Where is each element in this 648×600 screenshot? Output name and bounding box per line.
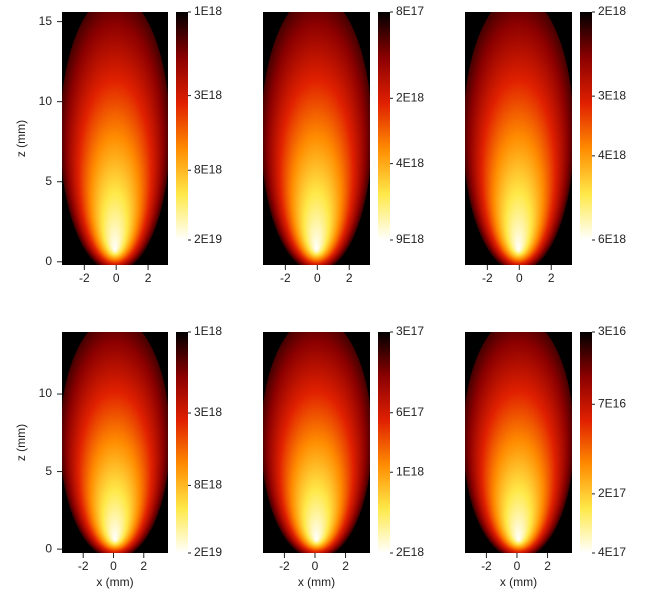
x-tick-label: 0 [113, 271, 120, 285]
y-tick-label: 0 [45, 541, 52, 555]
colorbar-tick-label: 2E18 [396, 545, 424, 559]
colorbar [378, 12, 390, 240]
colorbar-tick-label: 3E18 [194, 405, 222, 419]
y-tick-label: 15 [39, 14, 53, 28]
colorbar-tick-label: 8E17 [396, 4, 424, 18]
panel: -2 0 2 x (mm) 3E16 7E16 2E17 4E17 [465, 324, 626, 589]
x-tick-label: 0 [516, 271, 523, 285]
x-tick-label: -2 [482, 271, 493, 285]
heatmap-image [263, 332, 370, 553]
y-axis-label: z (mm) [14, 120, 28, 157]
x-tick-label: 0 [110, 559, 117, 573]
x-tick-label: 0 [314, 271, 321, 285]
x-axis-label: x (mm) [298, 575, 335, 589]
x-tick-label: -2 [279, 559, 290, 573]
colorbar-tick-label: 6E17 [396, 405, 424, 419]
x-tick-label: -2 [280, 271, 291, 285]
heatmap-image [62, 332, 168, 553]
colorbar-tick-label: 8E18 [194, 162, 222, 176]
y-tick-label: 10 [39, 94, 53, 108]
y-tick-label: 5 [45, 174, 52, 188]
colorbar-tick-label: 9E18 [396, 232, 424, 246]
x-tick-label: 2 [145, 271, 152, 285]
colorbar-tick-label: 2E18 [396, 90, 424, 104]
colorbar-tick-label: 3E18 [598, 88, 626, 102]
x-tick-label: 2 [140, 559, 147, 573]
colorbar-tick-label: 6E18 [598, 232, 626, 246]
x-tick-label: 2 [346, 271, 353, 285]
y-tick-label: 0 [45, 254, 52, 268]
colorbar-tick-label: 4E18 [396, 156, 424, 170]
colorbar-tick-label: 2E18 [598, 4, 626, 18]
panel: -2 0 2 8E17 2E18 4E18 9E18 [263, 4, 424, 285]
colorbar [580, 12, 592, 240]
colorbar [378, 332, 390, 553]
x-axis-label: x (mm) [500, 575, 537, 589]
heatmap-image [465, 332, 572, 553]
x-tick-label: 0 [312, 559, 319, 573]
colorbar-tick-label: 1E18 [396, 464, 424, 478]
colorbar-tick-label: 4E18 [598, 148, 626, 162]
colorbar-tick-label: 2E17 [598, 486, 626, 500]
colorbar-tick-label: 3E16 [598, 324, 626, 338]
x-tick-label: -2 [78, 559, 89, 573]
heatmap-image [263, 12, 370, 265]
panel: -2 0 2 2E18 3E18 4E18 6E18 [465, 4, 626, 285]
colorbar-tick-label: 3E18 [194, 88, 222, 102]
x-axis-label: x (mm) [96, 575, 133, 589]
colorbar-tick-label: 7E16 [598, 396, 626, 410]
x-tick-label: 0 [514, 559, 521, 573]
panel: -2 0 2 0 5 10 15 z (mm) 1E18 3E18 8E18 2E19 [14, 4, 222, 285]
colorbar-tick-label: 3E17 [396, 324, 424, 338]
x-tick-label: 2 [548, 271, 555, 285]
panel: -2 0 2 0 5 10 z (mm) x (mm) 1E18 3E18 8E18 2E19 [14, 324, 222, 589]
x-tick-label: 2 [544, 559, 551, 573]
y-tick-label: 5 [45, 464, 52, 478]
colorbar-tick-label: 2E19 [194, 232, 222, 246]
panel: -2 0 2 x (mm) 3E17 6E17 1E18 2E18 [263, 324, 424, 589]
x-tick-label: 2 [342, 559, 349, 573]
heatmap-image [62, 12, 168, 265]
colorbar-tick-label: 8E18 [194, 478, 222, 492]
colorbar [176, 332, 188, 553]
colorbar-tick-label: 1E18 [194, 4, 222, 18]
colorbar-tick-label: 1E18 [194, 324, 222, 338]
colorbar [176, 12, 188, 240]
x-tick-label: -2 [481, 559, 492, 573]
heatmap-image [465, 12, 572, 265]
y-axis-label: z (mm) [14, 424, 28, 461]
y-tick-label: 10 [39, 386, 53, 400]
colorbar-tick-label: 2E19 [194, 545, 222, 559]
colorbar [580, 332, 592, 553]
colorbar-tick-label: 4E17 [598, 545, 626, 559]
x-tick-label: -2 [79, 271, 90, 285]
